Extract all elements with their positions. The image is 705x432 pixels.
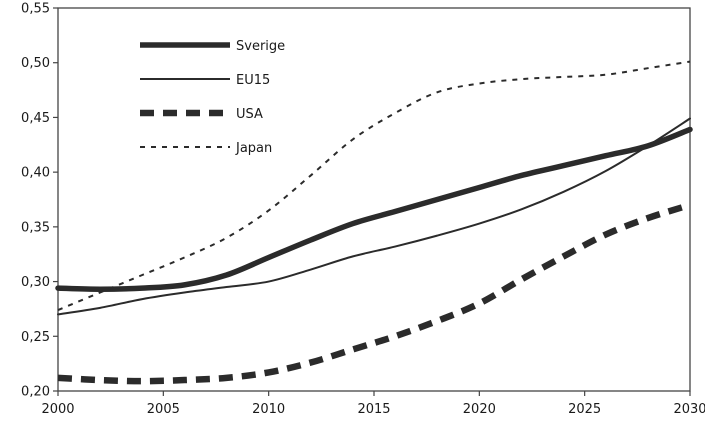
x-tick-label: 2020 <box>463 402 496 417</box>
x-tick-label: 2005 <box>147 402 180 417</box>
series-line-usa <box>57 201 691 385</box>
x-tick-label: 2030 <box>673 402 705 417</box>
y-tick-label: 0,35 <box>21 220 50 235</box>
plot-frame <box>57 7 691 392</box>
series-line-eu15 <box>57 117 691 316</box>
legend-label-sverige: Sverige <box>236 39 285 54</box>
legend-label-usa: USA <box>236 107 263 122</box>
y-tick-label: 0,45 <box>21 111 50 126</box>
series-line-japan <box>57 60 691 311</box>
x-axis-ticks: 2000 2005 2010 2015 2020 2025 2030 <box>41 391 705 417</box>
y-tick-label: 0,30 <box>21 275 50 290</box>
legend: Sverige EU15 USA Japan <box>140 39 285 156</box>
x-tick-label: 2010 <box>252 402 285 417</box>
x-tick-label: 2015 <box>357 402 390 417</box>
y-tick-label: 0,25 <box>21 330 50 345</box>
x-tick-label: 2025 <box>568 402 601 417</box>
series-layer <box>55 60 693 385</box>
legend-label-japan: Japan <box>235 141 272 156</box>
legend-label-eu15: EU15 <box>236 73 270 88</box>
y-tick-label: 0,55 <box>21 2 50 17</box>
y-tick-label: 0,40 <box>21 166 50 181</box>
y-tick-label: 0,20 <box>21 385 50 400</box>
x-tick-label: 2000 <box>41 402 74 417</box>
y-tick-label: 0,50 <box>21 56 50 71</box>
series-line-sverige <box>55 126 693 292</box>
y-axis-ticks: 0,20 0,25 0,30 0,35 0,40 0,45 0,50 0,55 <box>21 2 58 400</box>
